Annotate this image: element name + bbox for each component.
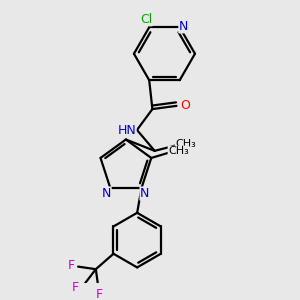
Text: CH₃: CH₃ xyxy=(168,146,189,156)
Text: F: F xyxy=(72,281,79,294)
Text: CH₃: CH₃ xyxy=(176,139,196,149)
Text: Cl: Cl xyxy=(140,13,152,26)
Text: N: N xyxy=(102,187,111,200)
Text: F: F xyxy=(96,288,103,300)
Text: O: O xyxy=(181,99,190,112)
Text: N: N xyxy=(179,20,188,33)
Text: F: F xyxy=(68,260,75,272)
Text: N: N xyxy=(140,187,149,200)
Text: HN: HN xyxy=(117,124,136,137)
